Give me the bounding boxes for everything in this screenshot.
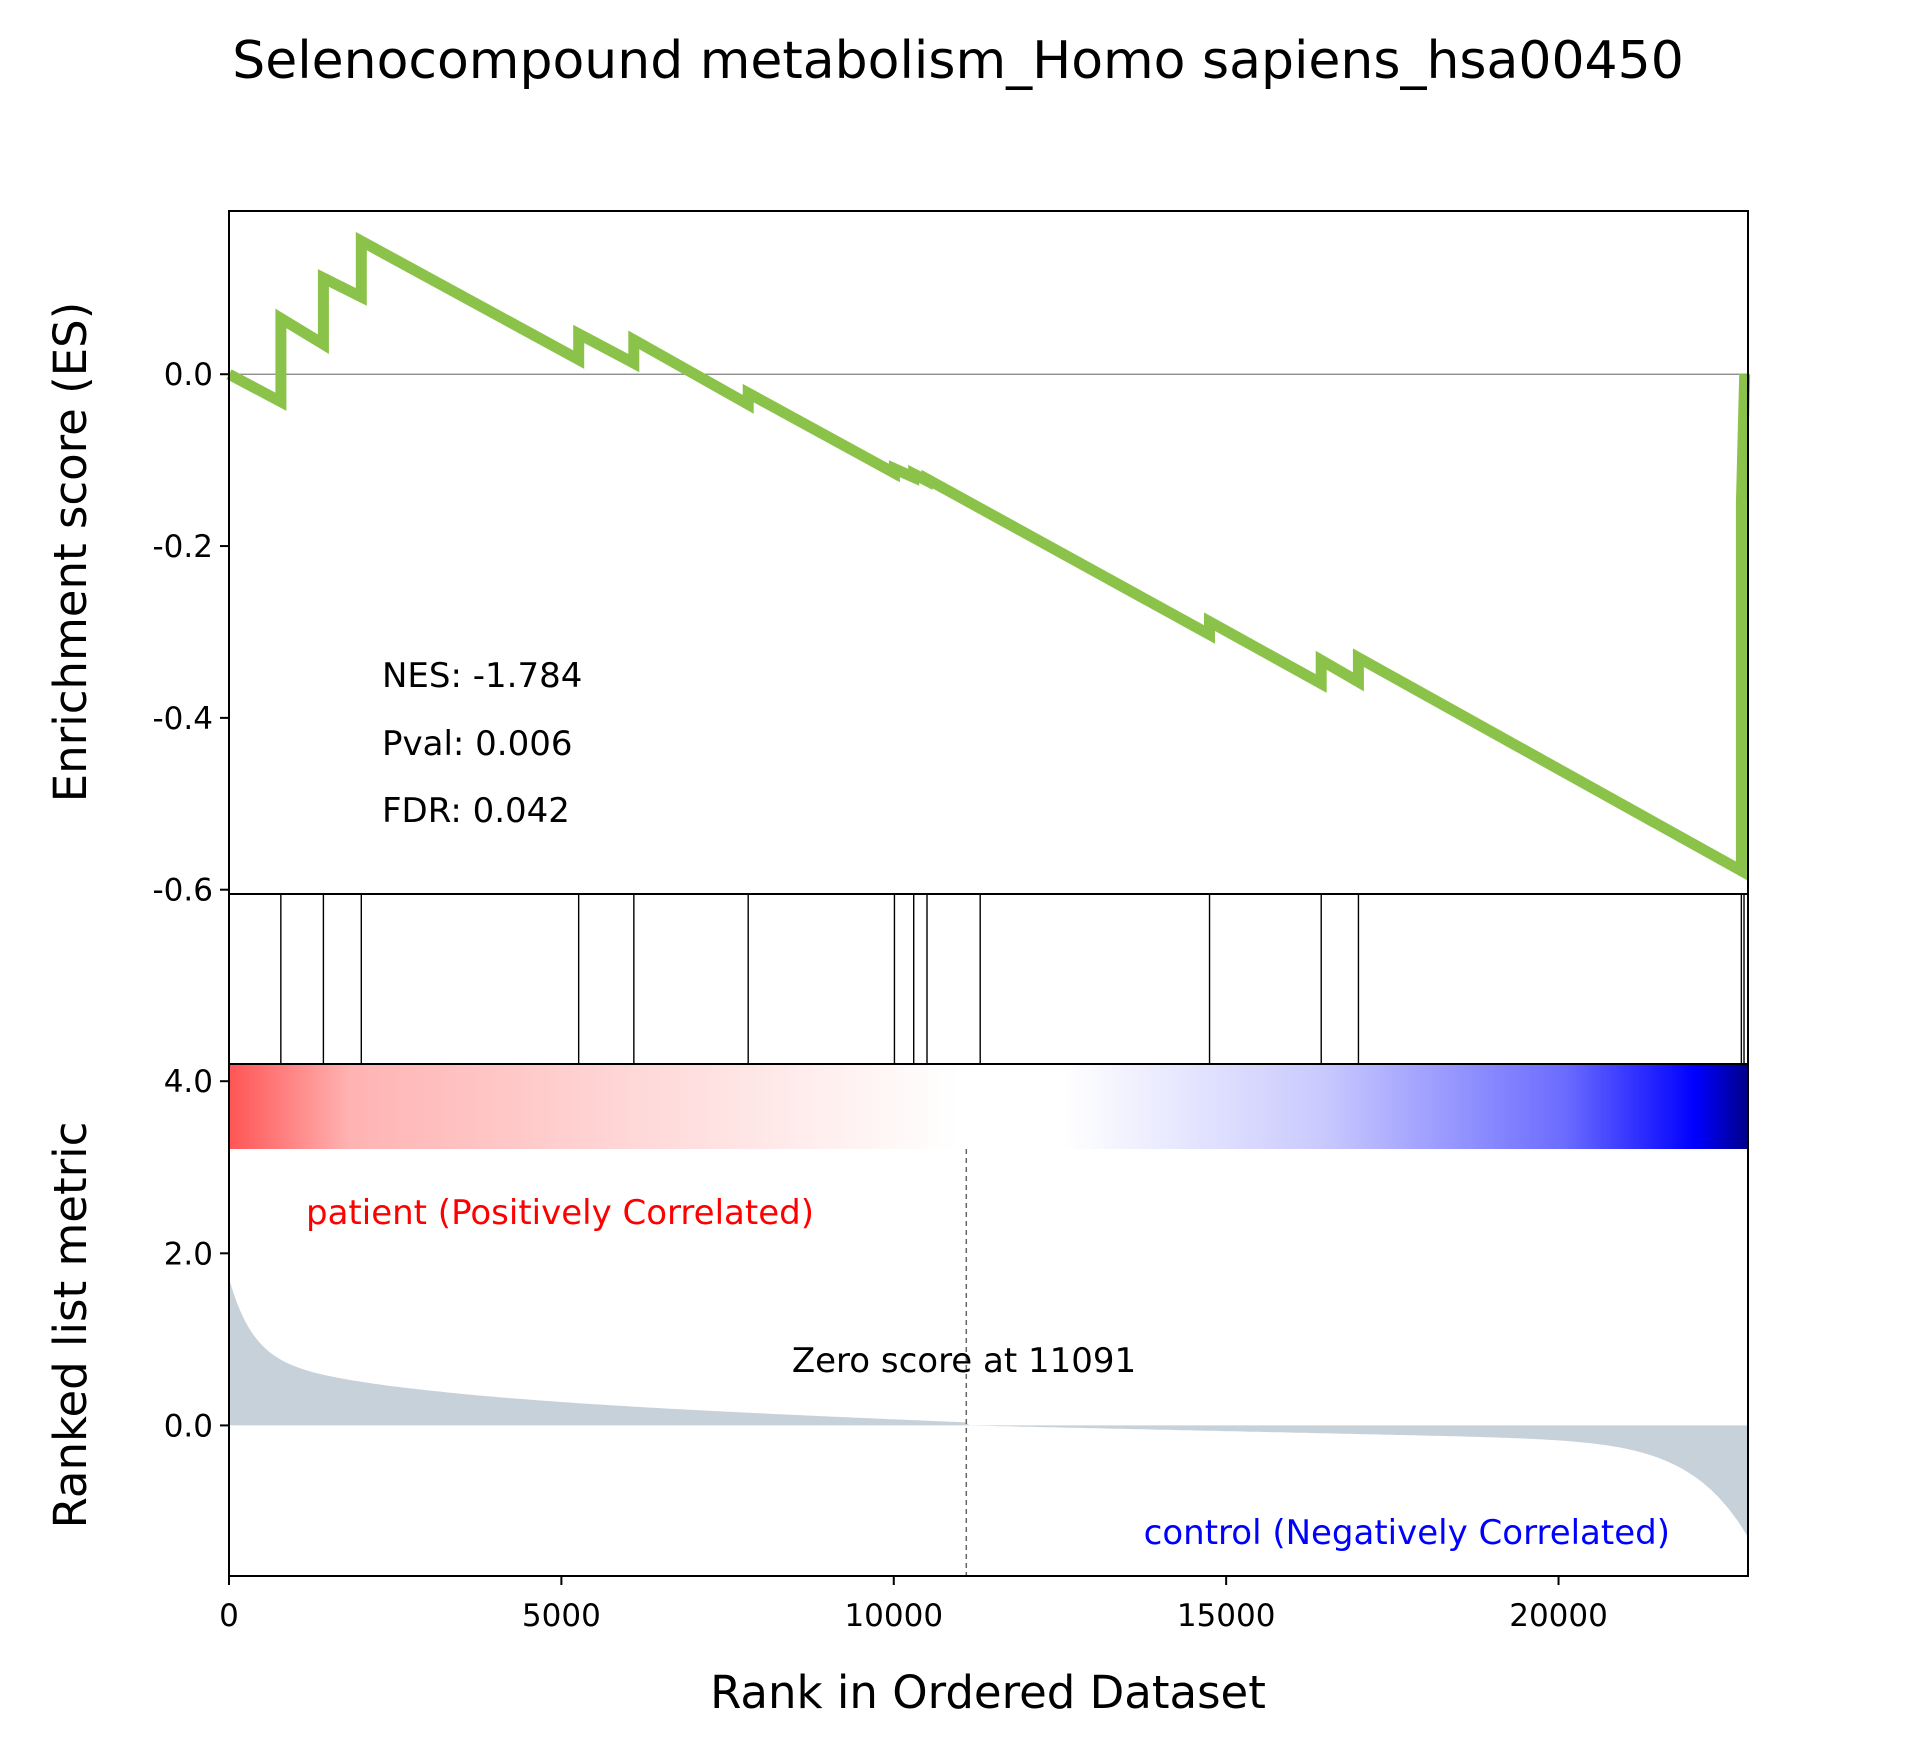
- hits-panel-frame: [228, 893, 1749, 1065]
- x-tick-label: 10000: [844, 1598, 943, 1634]
- rank-y-ticks: 4.0 2.0 0.0: [164, 1064, 229, 1444]
- stat-fdr: FDR: 0.042: [382, 791, 570, 831]
- hit-lines: [280, 894, 1745, 1064]
- stat-pval: Pval: 0.006: [382, 724, 573, 764]
- stat-nes: NES: -1.784: [382, 656, 582, 696]
- ranked-ylabel: Ranked list metric: [44, 1122, 97, 1529]
- negative-label: control (Negatively Correlated): [1144, 1513, 1670, 1553]
- x-tick-label: 20000: [1509, 1598, 1608, 1634]
- x-axis-ticks: 0 5000 10000 15000 20000: [219, 1576, 1608, 1634]
- es-ylabel: Enrichment score (ES): [44, 302, 97, 803]
- x-tick-label: 0: [219, 1598, 239, 1634]
- x-tick-label: 15000: [1177, 1598, 1276, 1634]
- hits-panel: [228, 893, 1749, 1065]
- x-axis-label: Rank in Ordered Dataset: [710, 1666, 1266, 1719]
- rank-ytick-label: 0.0: [164, 1408, 213, 1444]
- es-ytick-label: 0.0: [164, 357, 213, 393]
- rank-colorbar: [229, 1064, 1748, 1149]
- rank-ytick-label: 4.0: [164, 1064, 213, 1100]
- x-tick-label: 5000: [522, 1598, 601, 1634]
- es-ytick-label: -0.6: [153, 873, 214, 909]
- chart-title: Selenocompound metabolism_Homo sapiens_h…: [232, 31, 1684, 91]
- es-ytick-label: -0.4: [153, 701, 214, 737]
- es-y-ticks: 0.0 -0.2 -0.4 -0.6: [153, 357, 229, 909]
- es-series-line: [226, 231, 1751, 881]
- rank-ytick-label: 2.0: [164, 1236, 213, 1272]
- es-ytick-label: -0.2: [153, 529, 214, 565]
- ranked-panel: 4.0 2.0 0.0 patient (Positively Correlated…: [44, 1063, 1749, 1577]
- zero-score-label: Zero score at 11091: [792, 1341, 1136, 1381]
- ranked-panel-frame: [228, 1063, 1749, 1577]
- es-panel: 0.0 -0.2 -0.4 -0.6 Enrichment score (ES) NE…: [44, 210, 1751, 909]
- positive-label: patient (Positively Correlated): [306, 1193, 814, 1233]
- ranked-metric-area: [229, 1278, 1748, 1538]
